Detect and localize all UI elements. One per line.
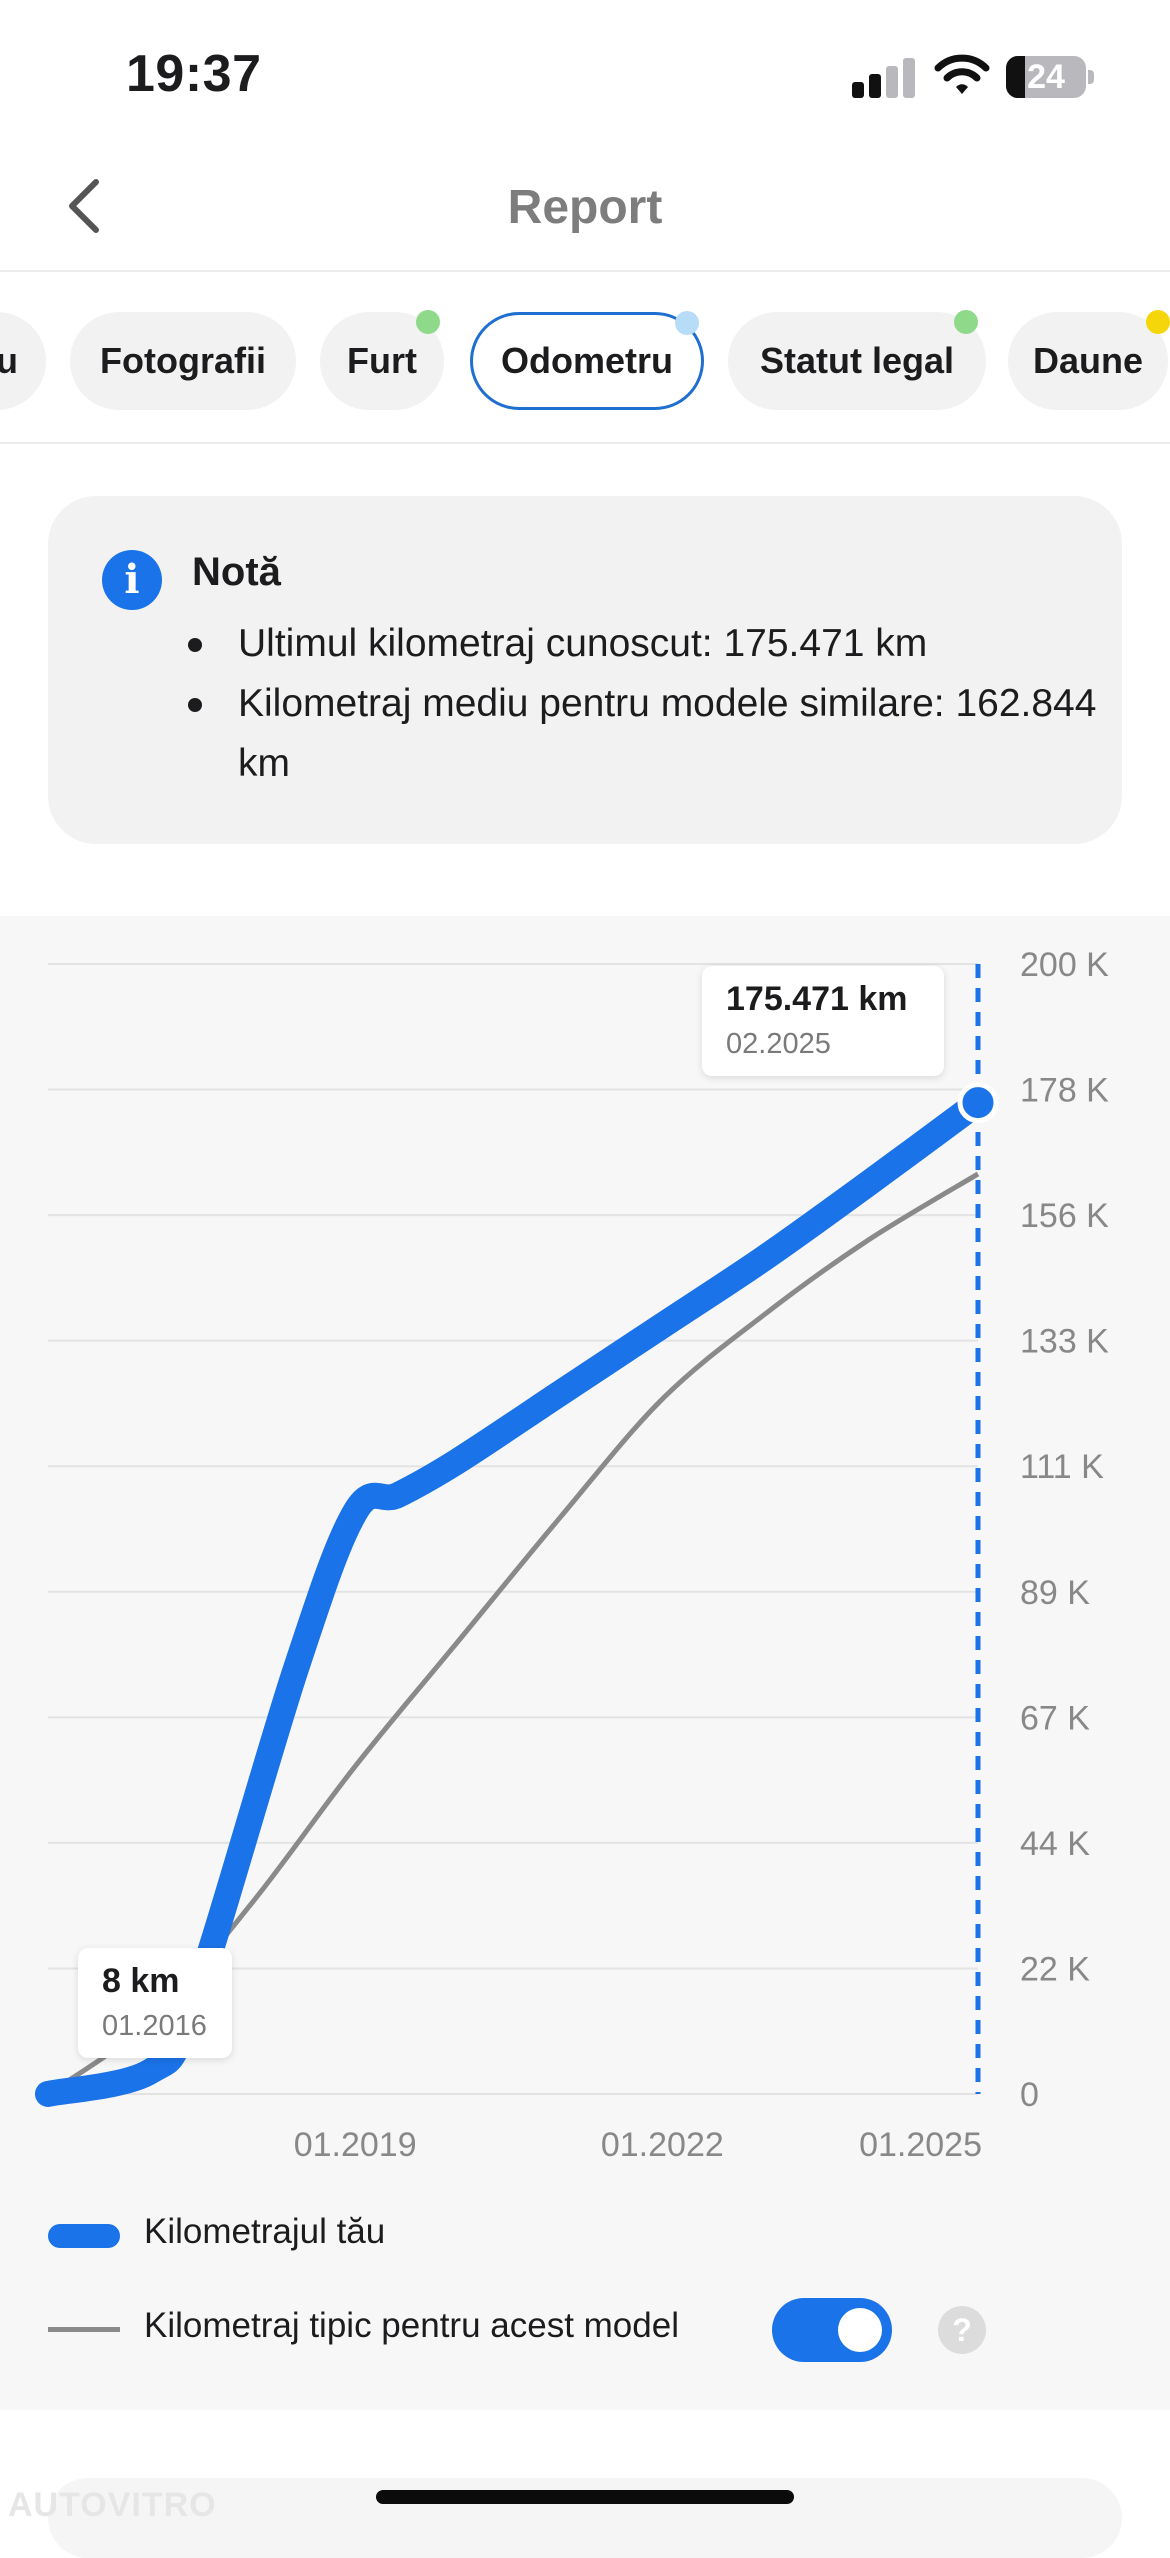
tooltip-value: 175.471 km bbox=[726, 980, 908, 1018]
odometer-chart-panel: 0 22 K 44 K 67 K 89 K 111 K 133 K 156 K 178 K 200… bbox=[0, 916, 1170, 2410]
y-tick-label: 133 K bbox=[1020, 1323, 1109, 1361]
x-tick-label: 01.2025 bbox=[859, 2126, 982, 2164]
navigation-bar: Report bbox=[0, 150, 1170, 272]
note-item-last-odometer: Ultimul kilometraj cunoscut: 175.471 km bbox=[188, 614, 1098, 674]
tab-fotografii[interactable]: Fotografii bbox=[70, 312, 296, 410]
watermark: AUTOVITRO bbox=[8, 2486, 217, 2524]
battery-cap bbox=[1088, 70, 1094, 84]
battery-fill bbox=[1006, 56, 1026, 98]
tab-label: Furt bbox=[347, 340, 417, 381]
chevron-left-icon[interactable] bbox=[56, 174, 116, 238]
y-tick-label: 44 K bbox=[1020, 1825, 1090, 1863]
tab-label: Fotografii bbox=[100, 340, 266, 381]
tab-odometru[interactable]: Odometru bbox=[470, 311, 704, 410]
x-tick-label: 01.2019 bbox=[294, 2126, 417, 2164]
tab-label: Daune bbox=[1032, 340, 1144, 381]
tooltip-date: 01.2016 bbox=[102, 2010, 207, 2042]
y-tick-label: 178 K bbox=[1020, 1072, 1109, 1110]
status-time: 19:37 bbox=[126, 45, 262, 103]
battery-level: 24 bbox=[1027, 58, 1065, 96]
cellular-signal-icon bbox=[852, 58, 916, 98]
question-icon[interactable]: ? bbox=[938, 2306, 986, 2354]
status-bar: 19:37 24 bbox=[0, 0, 1170, 140]
status-dot bbox=[1146, 310, 1170, 334]
info-icon: i bbox=[102, 550, 162, 610]
tab-label: Odometru bbox=[500, 340, 673, 381]
tooltip-date: 02.2025 bbox=[726, 1028, 831, 1060]
current-point bbox=[957, 1082, 999, 1124]
tooltip-latest: 175.471 km 02.2025 bbox=[702, 966, 944, 1076]
y-tick-label: 111 K bbox=[1020, 1448, 1104, 1486]
status-dot bbox=[416, 310, 440, 334]
y-tick-label: 22 K bbox=[1020, 1950, 1090, 1988]
tab-label: u bbox=[0, 340, 18, 381]
tab-partial[interactable]: u bbox=[0, 312, 46, 410]
note-title: Notă bbox=[192, 550, 281, 594]
legend-swatch bbox=[48, 2327, 120, 2332]
legend-swatch bbox=[48, 2224, 120, 2248]
note-card: i Notă Ultimul kilometraj cunoscut: 175.… bbox=[48, 496, 1122, 844]
tab-label: Statut legal bbox=[759, 340, 955, 381]
note-item-average-odometer: Kilometraj mediu pentru modele similare:… bbox=[188, 674, 1098, 794]
page-title: Report bbox=[507, 181, 663, 234]
y-tick-label: 0 bbox=[1020, 2076, 1039, 2114]
battery-icon: 24 bbox=[1006, 56, 1086, 98]
wifi-icon bbox=[934, 54, 990, 94]
report-tabs: u Fotografii Furt Odometru Statut legal … bbox=[0, 300, 1170, 444]
status-dot bbox=[675, 311, 699, 335]
y-tick-label: 200 K bbox=[1020, 946, 1109, 984]
typical-mileage-toggle[interactable] bbox=[772, 2298, 892, 2362]
legend-label: Kilometraj tipic pentru acest model bbox=[144, 2306, 679, 2345]
legend-label: Kilometrajul tău bbox=[144, 2212, 386, 2251]
tooltip-value: 8 km bbox=[102, 1962, 180, 2000]
y-tick-label: 156 K bbox=[1020, 1197, 1109, 1235]
tooltip-first: 8 km 01.2016 bbox=[78, 1948, 232, 2058]
y-tick-label: 67 K bbox=[1020, 1699, 1090, 1737]
tab-furt[interactable]: Furt bbox=[320, 310, 444, 410]
tab-statut-legal[interactable]: Statut legal bbox=[728, 310, 986, 410]
x-tick-label: 01.2022 bbox=[601, 2126, 724, 2164]
toggle-knob bbox=[838, 2308, 882, 2352]
tab-daune[interactable]: Daune bbox=[1008, 310, 1170, 410]
status-dot bbox=[954, 310, 978, 334]
note-list: Ultimul kilometraj cunoscut: 175.471 km … bbox=[188, 614, 1098, 794]
series-line-own bbox=[35, 1089, 992, 2107]
y-tick-label: 89 K bbox=[1020, 1574, 1090, 1612]
home-indicator[interactable] bbox=[376, 2490, 794, 2504]
